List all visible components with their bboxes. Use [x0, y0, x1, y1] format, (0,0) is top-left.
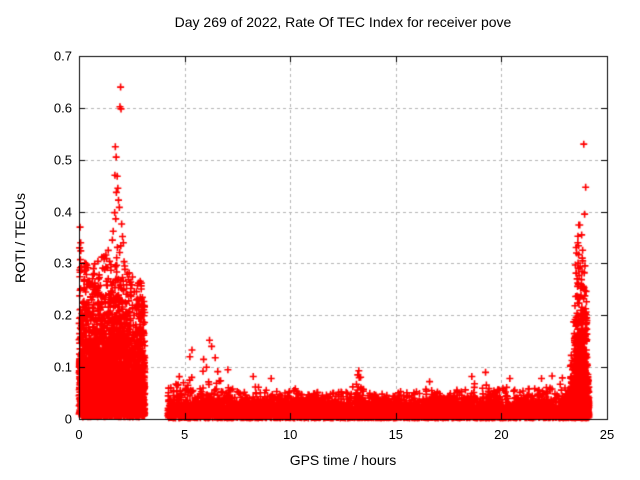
- y-tick-label: 0.7: [53, 48, 72, 64]
- y-tick-label: 0.4: [53, 204, 72, 220]
- y-tick-label: 0.1: [53, 359, 72, 375]
- y-tick-label: 0: [64, 411, 72, 427]
- x-tick-label: 20: [494, 427, 509, 442]
- x-tick-label: 25: [599, 427, 615, 442]
- y-tick-label: 0.2: [53, 307, 72, 323]
- y-axis-label: ROTI / TECUs: [12, 193, 28, 283]
- x-tick-label: 0: [75, 427, 83, 442]
- x-axis-label: GPS time / hours: [289, 452, 397, 468]
- y-tick-label: 0.5: [53, 152, 72, 168]
- y-tick-label: 0.3: [53, 255, 72, 271]
- x-tick-label: 5: [180, 427, 189, 442]
- x-tick-label: 10: [282, 427, 298, 442]
- y-tick-label: 0.6: [53, 100, 72, 116]
- x-tick-label: 15: [388, 427, 404, 442]
